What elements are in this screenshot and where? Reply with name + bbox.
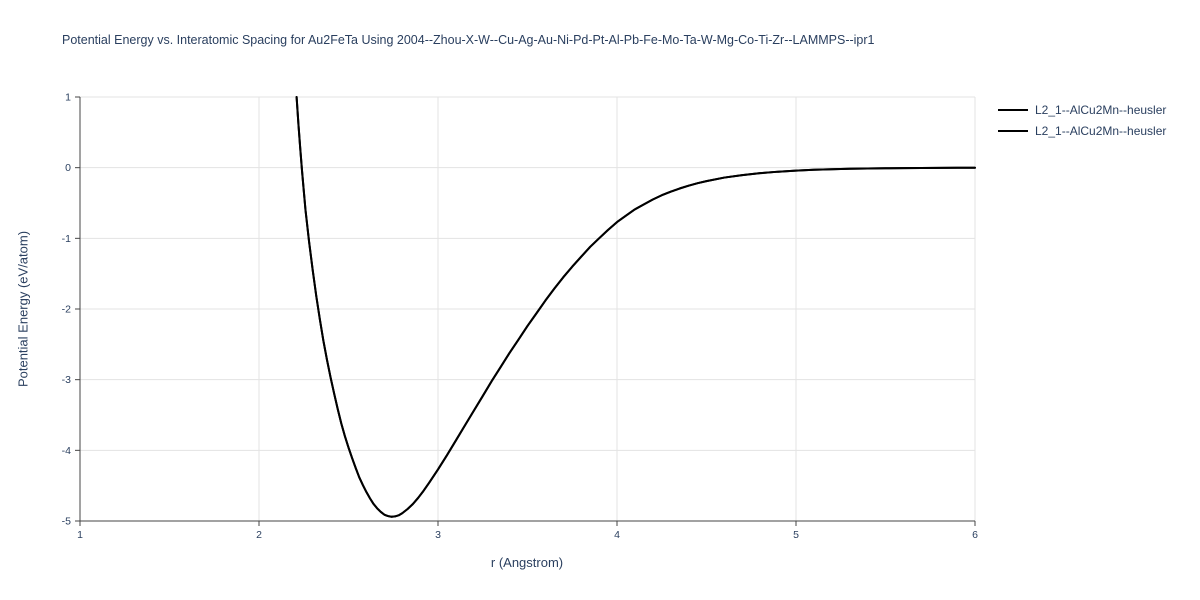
y-tick-label: -3 — [62, 374, 71, 386]
y-tick-label: -1 — [62, 233, 71, 245]
legend-item-label: L2_1--AlCu2Mn--heusler — [1035, 103, 1167, 117]
x-tick-label: 3 — [435, 529, 441, 541]
legend: L2_1--AlCu2Mn--heusler L2_1--AlCu2Mn--heu… — [998, 103, 1166, 138]
legend-item-label: L2_1--AlCu2Mn--heusler — [1035, 124, 1167, 138]
x-tick-label: 6 — [972, 529, 978, 541]
x-axis-title: r (Angstrom) — [490, 555, 564, 570]
chart-title: Potential Energy vs. Interatomic Spacing… — [62, 33, 875, 47]
legend-item[interactable]: L2_1--AlCu2Mn--heusler — [998, 124, 1166, 138]
x-tick-label: 5 — [793, 529, 799, 541]
x-tick-label: 4 — [614, 529, 620, 541]
y-tick-label: -5 — [62, 516, 71, 528]
y-tick-label: 0 — [65, 162, 71, 174]
legend-item[interactable]: L2_1--AlCu2Mn--heusler — [998, 103, 1166, 117]
y-tick-label: -2 — [62, 304, 71, 316]
series-line — [295, 96, 976, 518]
legend-line-swatch — [998, 109, 1028, 111]
x-tick-label: 1 — [77, 529, 83, 541]
y-tick-label: 1 — [65, 92, 71, 104]
series-line — [295, 96, 976, 518]
y-axis-title: Potential Energy (eV/atom) — [15, 230, 31, 388]
y-tick-label: -4 — [62, 445, 71, 457]
legend-line-swatch — [998, 130, 1028, 132]
x-tick-label: 2 — [256, 529, 262, 541]
